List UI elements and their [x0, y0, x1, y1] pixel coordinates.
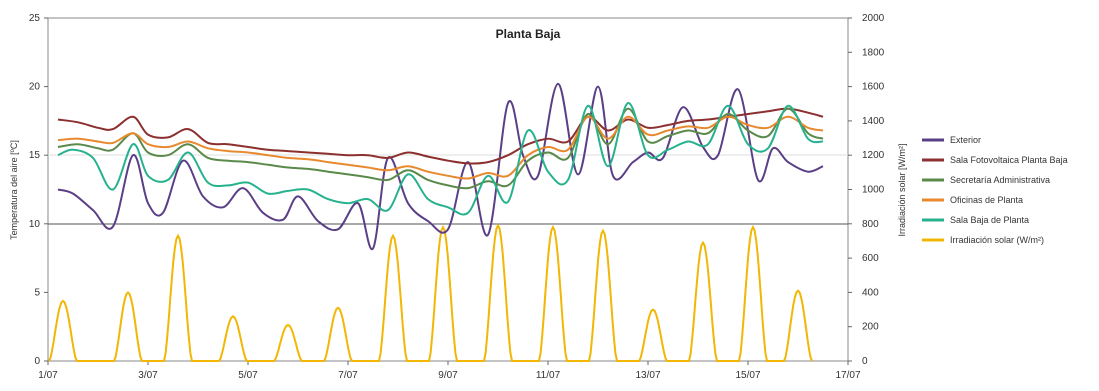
- y-axis-right: 0 200 400 600 800 1000 1200 1400 1600 1800 2000: [848, 13, 885, 367]
- y-right-tick-label: 1400: [862, 116, 885, 127]
- y-axis-right-label: Irradiación solar [W/m²]: [897, 143, 907, 236]
- y-right-tick-label: 200: [862, 322, 879, 333]
- y-right-tick-label: 400: [862, 287, 879, 298]
- legend-label: Exterior: [950, 135, 981, 145]
- x-tick-label: 3/07: [138, 370, 158, 381]
- y-axis-left: 0 5 10 15 20 25: [29, 13, 48, 367]
- y-right-tick-label: 1200: [862, 150, 885, 161]
- y-left-tick-label: 0: [34, 356, 40, 367]
- x-tick-label: 15/07: [735, 370, 760, 381]
- y-right-tick-label: 1800: [862, 47, 885, 58]
- series-line-sala-baja-de-planta: [57, 102, 824, 216]
- y-left-tick-label: 5: [34, 287, 40, 298]
- plot-area: [47, 17, 849, 362]
- legend-label: Sala Fotovoltaica Planta Baja: [950, 155, 1068, 165]
- series-layer: [48, 82, 824, 362]
- series-line-sala-fotovoltaica-planta-baja: [57, 107, 824, 165]
- legend: Exterior Sala Fotovoltaica Planta Baja Sec…: [922, 135, 1068, 245]
- x-tick-label: 1/07: [38, 370, 58, 381]
- y-left-tick-label: 15: [29, 150, 41, 161]
- legend-label: Oficinas de Planta: [950, 195, 1023, 205]
- legend-label: Irradiación solar (W/m²): [950, 235, 1044, 245]
- x-tick-label: 17/07: [835, 370, 860, 381]
- y-axis-left-label: Temperatura del aire [ºC]: [9, 140, 19, 240]
- y-right-tick-label: 0: [862, 356, 868, 367]
- x-tick-label: 7/07: [338, 370, 358, 381]
- y-left-tick-label: 25: [29, 13, 41, 24]
- y-right-tick-label: 800: [862, 219, 879, 230]
- x-tick-label: 13/07: [635, 370, 660, 381]
- legend-label: Secretaría Administrativa: [950, 175, 1050, 185]
- y-left-tick-label: 10: [29, 219, 41, 230]
- y-right-tick-label: 2000: [862, 13, 885, 24]
- y-left-tick-label: 20: [29, 82, 41, 93]
- series-line-oficinas-de-planta: [57, 115, 824, 180]
- y-right-tick-label: 600: [862, 253, 879, 264]
- chart-title: Planta Baja: [496, 27, 561, 41]
- series-line-irradiacion-solar-w-m: [48, 223, 813, 362]
- x-axis: 1/07 3/07 5/07 7/07 9/07 11/07 13/07 15/07 17/07: [38, 361, 861, 381]
- x-tick-label: 5/07: [238, 370, 258, 381]
- y-right-tick-label: 1000: [862, 185, 885, 196]
- x-tick-label: 9/07: [438, 370, 458, 381]
- y-right-tick-label: 1600: [862, 82, 885, 93]
- x-tick-label: 11/07: [536, 370, 561, 381]
- series-line-secretaria-administrativa: [57, 107, 824, 190]
- legend-label: Sala Baja de Planta: [950, 215, 1029, 225]
